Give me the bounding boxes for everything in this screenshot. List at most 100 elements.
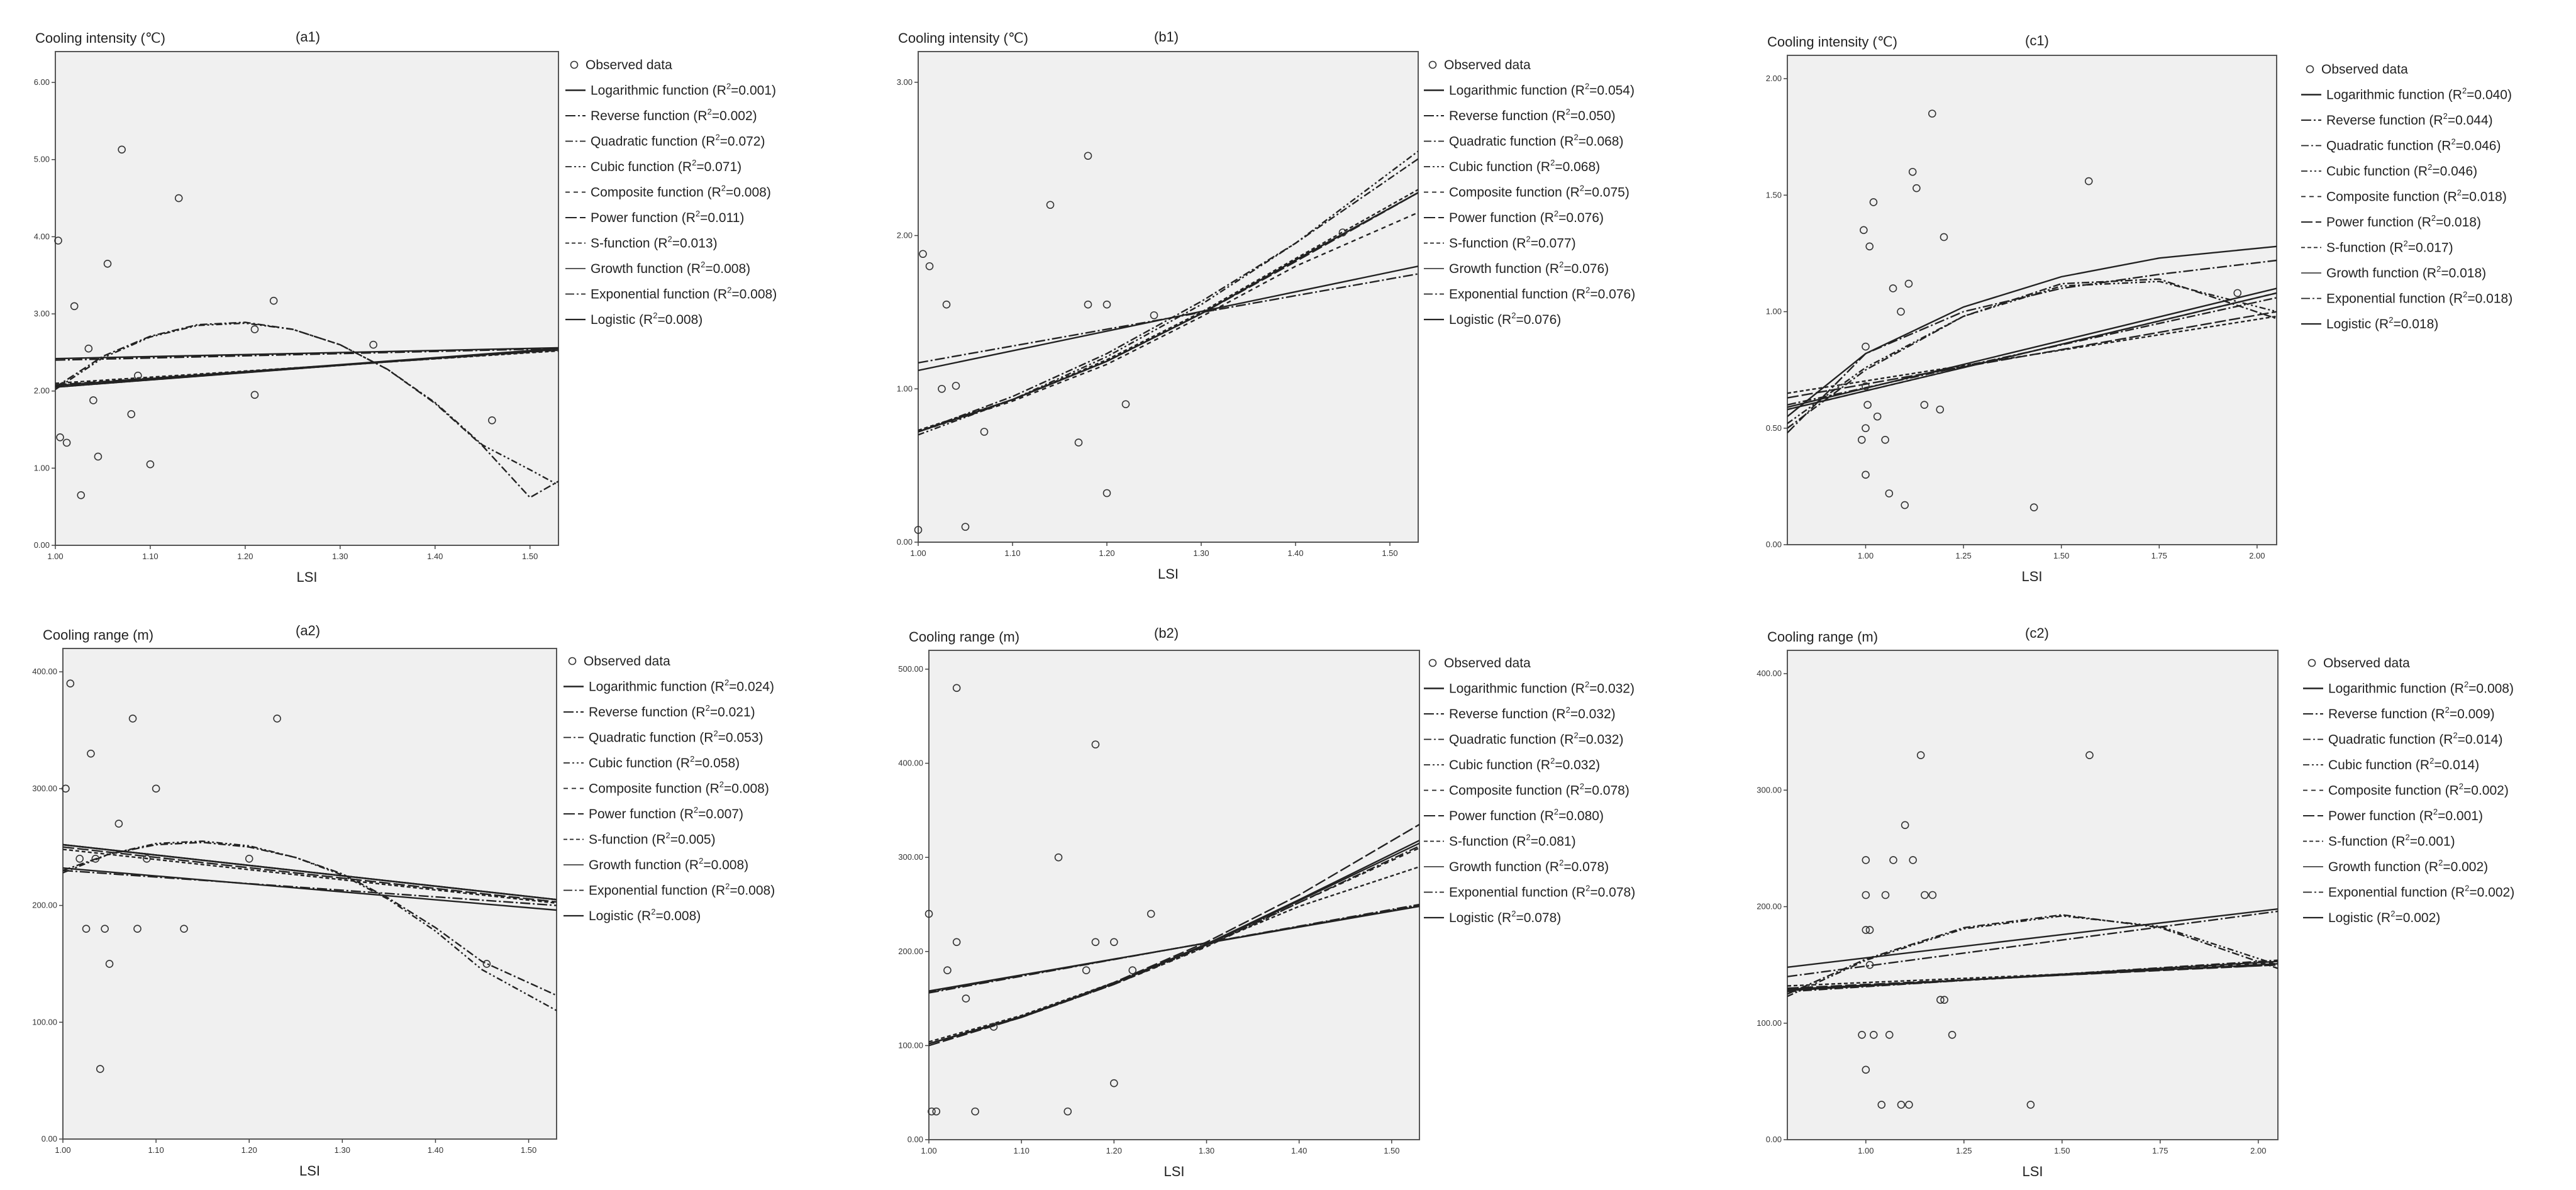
observed-point — [87, 749, 95, 758]
observed-point — [1110, 1079, 1118, 1087]
observed-point — [250, 391, 259, 399]
y-tick-label: 0.00 — [908, 1135, 923, 1144]
legend-observed-label: Observed data — [1444, 58, 1531, 72]
panel-a1: Cooling intensity (℃) (a1) LSI 0.00 1.00 2.00… — [0, 0, 858, 595]
observed-point — [1054, 853, 1063, 862]
x-tick-label: 1.10 — [142, 552, 158, 561]
x-tick-label: 1.50 — [2053, 551, 2069, 560]
observed-point — [82, 925, 91, 933]
legend-s-label: S-function (R2=0.017) — [2326, 239, 2453, 255]
legend-observed-marker — [570, 60, 579, 69]
y-axis-label: Cooling intensity (℃) — [35, 30, 165, 46]
observed-point — [952, 382, 960, 390]
x-tick-label: 1.40 — [427, 552, 443, 561]
y-tick-label: 200.00 — [32, 901, 57, 910]
y-tick-label: 5.00 — [34, 155, 50, 164]
y-tick-label: 300.00 — [32, 784, 57, 793]
legend-cubic-label: Cubic function (R2=0.058) — [589, 754, 740, 770]
y-tick-label: 0.00 — [1766, 540, 1782, 549]
fit-line-logarithmic — [63, 867, 557, 911]
y-tick-label: 100.00 — [32, 1017, 57, 1026]
x-tick-label: 1.10 — [1014, 1146, 1030, 1155]
legend-cubic-label: Cubic function (R2=0.032) — [1449, 756, 1600, 772]
y-tick-label: 1.50 — [1766, 190, 1782, 199]
observed-point — [134, 371, 142, 380]
observed-point — [1862, 382, 1870, 391]
fit-line-logarithmic — [55, 347, 558, 360]
fit-line-reverse — [55, 348, 558, 361]
observed-point — [1881, 435, 1889, 444]
fit-line-logarithmic — [918, 265, 1418, 372]
legend-quadratic-label: Quadratic function (R2=0.046) — [2326, 137, 2501, 153]
observed-point — [70, 302, 79, 311]
fit-line-s — [63, 848, 557, 904]
y-tick-label: 500.00 — [898, 664, 923, 674]
chart-svg: Cooling range (m) (c2) LSI 0.00 100.00 200.00… — [1757, 625, 2514, 1179]
fit-line-logistic — [1787, 963, 2278, 991]
x-tick-label: 1.30 — [1193, 548, 1209, 558]
observed-point — [952, 938, 961, 947]
panel-b2: Cooling range (m) (b2) LSI 0.00 100.00 200.00… — [858, 595, 1717, 1190]
observed-point — [174, 194, 183, 203]
x-tick-label: 1.40 — [1287, 548, 1303, 558]
legend: Observed data Logarithmic function (R2=0.… — [2303, 656, 2514, 925]
observed-point — [75, 854, 84, 863]
x-axis-label: LSI — [1163, 1164, 1184, 1179]
legend-s-label: S-function (R2=0.001) — [2328, 833, 2455, 849]
x-tick-label: 1.25 — [1956, 1146, 1972, 1155]
legend-reverse-label: Reverse function (R2=0.002) — [591, 107, 757, 123]
y-tick-label: 0.00 — [42, 1134, 57, 1143]
observed-point — [101, 925, 109, 933]
observed-point — [943, 966, 952, 974]
observed-point — [1858, 1030, 1866, 1039]
x-tick-label: 1.10 — [1004, 548, 1020, 558]
y-axis-label: Cooling intensity (℃) — [1767, 34, 1897, 50]
y-tick-label: 4.00 — [34, 231, 50, 241]
x-tick-label: 1.20 — [1099, 548, 1114, 558]
x-tick-label: 1.00 — [921, 1146, 936, 1155]
legend: Observed data Logarithmic function (R2=0.… — [1424, 58, 1635, 327]
legend-composite-label: Composite function (R2=0.008) — [591, 184, 771, 200]
observed-point — [62, 784, 70, 793]
fit-line-logistic — [929, 842, 1419, 1045]
observed-point — [938, 384, 946, 393]
observed-point — [2233, 289, 2242, 298]
chart-svg: Cooling range (m) (a2) LSI 0.00 100.00 200.00… — [32, 623, 775, 1179]
observed-point — [1338, 228, 1347, 236]
fit-line-cubic — [1787, 281, 2277, 425]
legend-power-label: Power function (R2=0.080) — [1449, 807, 1604, 823]
fit-line-reverse — [1787, 910, 2278, 977]
legend-exponential-label: Exponential function (R2=0.076) — [1449, 286, 1635, 302]
fit-line-quadratic — [918, 158, 1418, 433]
observed-point — [1084, 152, 1092, 160]
observed-point — [1901, 821, 1909, 830]
legend-logistic-label: Logistic (R2=0.008) — [589, 907, 701, 923]
observed-point — [1146, 909, 1155, 918]
y-tick-label: 300.00 — [898, 852, 923, 862]
observed-point — [1091, 740, 1100, 748]
y-tick-label: 200.00 — [898, 947, 923, 956]
plot-area — [62, 648, 557, 1140]
observed-point — [1046, 201, 1055, 209]
legend-quadratic-label: Quadratic function (R2=0.068) — [1449, 133, 1623, 149]
legend-observed-label: Observed data — [586, 58, 672, 72]
legend-observed-marker — [2306, 65, 2314, 74]
fit-lines — [55, 321, 558, 499]
plot-area — [918, 51, 1419, 543]
observed-point — [1940, 233, 1948, 242]
observed-point — [77, 491, 86, 499]
legend-observed-marker — [568, 657, 577, 665]
legend-observed-marker — [2307, 659, 2316, 667]
y-tick-label: 100.00 — [1757, 1018, 1782, 1028]
x-tick-label: 1.20 — [237, 552, 253, 561]
legend-growth-label: Growth function (R2=0.008) — [589, 856, 748, 872]
observed-point — [1901, 501, 1909, 509]
observed-point — [1940, 996, 1948, 1004]
legend-cubic-label: Cubic function (R2=0.046) — [2326, 162, 2477, 179]
panel-title: (a1) — [296, 29, 320, 45]
y-tick-label: 200.00 — [1757, 902, 1782, 911]
x-axis-label: LSI — [2021, 569, 2042, 584]
observed-point — [1865, 960, 1874, 969]
observed-point — [1862, 856, 1870, 864]
y-tick-label: 0.00 — [34, 540, 50, 550]
